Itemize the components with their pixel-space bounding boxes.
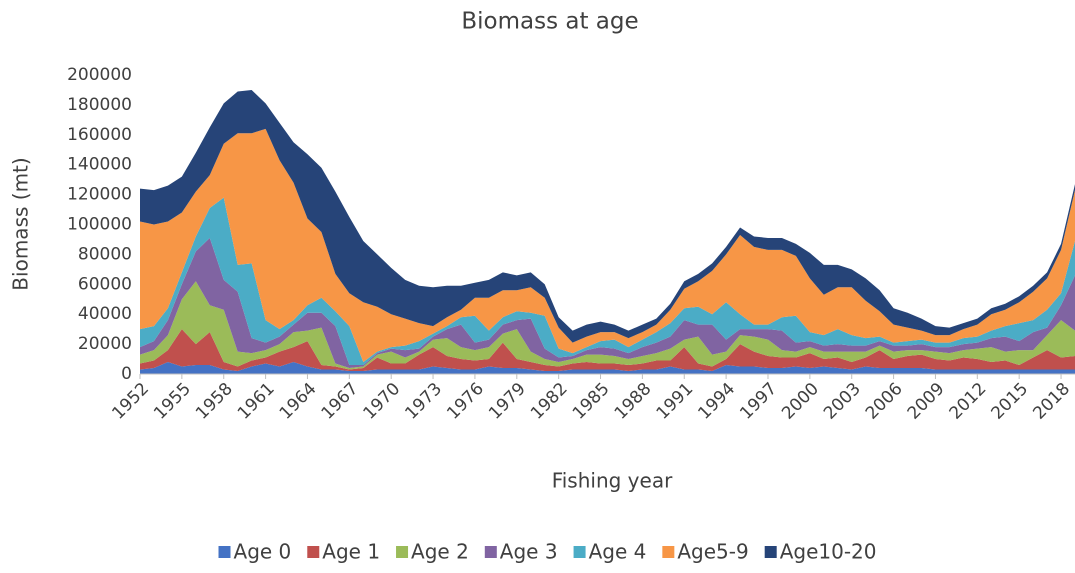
y-tick-label: 160000 (67, 125, 132, 145)
legend-swatch (662, 546, 675, 558)
legend: Age 0 Age 1 Age 2 Age 3 Age 4 Age5-9 Age10-20 (218, 540, 877, 564)
x-tick-label: 2015 (988, 379, 1033, 424)
x-axis-label: Fishing year (552, 469, 673, 493)
y-tick-label: 100000 (67, 215, 132, 235)
x-tick-label: 1964 (276, 379, 321, 424)
x-tick-label: 1976 (443, 379, 488, 424)
x-tick-label: 1961 (234, 379, 279, 424)
x-tick-label: 1973 (401, 379, 446, 424)
x-tick-label: 1967 (318, 379, 363, 424)
area (140, 128, 1075, 363)
x-tick-label: 2006 (862, 379, 907, 424)
legend-swatch (396, 546, 409, 558)
y-tick-label: 80000 (78, 244, 132, 264)
area (140, 281, 1075, 370)
y-tick-label: 180000 (67, 95, 132, 115)
legend-label: Age5-9 (677, 540, 748, 564)
area (140, 362, 1075, 374)
y-axis-label: Biomass (mt) (9, 157, 33, 290)
y-tick-label: 0 (121, 364, 132, 384)
y-tick-label: 40000 (78, 304, 132, 324)
x-tick-label: 1982 (527, 379, 572, 424)
legend-swatch (484, 546, 497, 558)
legend-label: Age 4 (589, 540, 647, 564)
y-tick-label: 60000 (78, 274, 132, 294)
x-tick-label: 1994 (694, 379, 739, 424)
x-tick-label: 2012 (946, 379, 991, 424)
y-tick-label: 120000 (67, 185, 132, 205)
legend-label: Age 3 (500, 540, 558, 564)
y-tick-label: 200000 (67, 65, 132, 85)
area (140, 329, 1075, 372)
legend-label: Age10-20 (780, 540, 877, 564)
x-tick-label: 1958 (192, 379, 237, 424)
legend-swatch (218, 546, 231, 558)
legend-swatch (573, 546, 586, 558)
legend-swatch (307, 546, 320, 558)
x-tick-label: 1952 (108, 379, 153, 424)
chart-title: Biomass at age (461, 9, 638, 35)
legend-swatch (764, 546, 777, 558)
x-tick-label: 2000 (778, 379, 823, 424)
x-tick-label: 2018 (1029, 379, 1074, 424)
y-tick-label: 20000 (78, 334, 132, 354)
x-tick-label: 2003 (820, 379, 865, 424)
x-tick-label: 1988 (611, 379, 656, 424)
x-tick-label: 1970 (360, 379, 405, 424)
x-tick-label: 2009 (904, 379, 949, 424)
legend-label: Age 1 (322, 540, 380, 564)
x-tick-label: 1991 (653, 379, 698, 424)
y-tick-label: 140000 (67, 155, 132, 175)
legend-label: Age 0 (234, 540, 292, 564)
area (140, 89, 1075, 343)
x-tick-label: 1985 (569, 379, 614, 424)
legend-label: Age 2 (411, 540, 469, 564)
x-tick-label: 1955 (150, 379, 195, 424)
x-tick-label: 1997 (736, 379, 781, 424)
x-tick-label: 1979 (485, 379, 530, 424)
